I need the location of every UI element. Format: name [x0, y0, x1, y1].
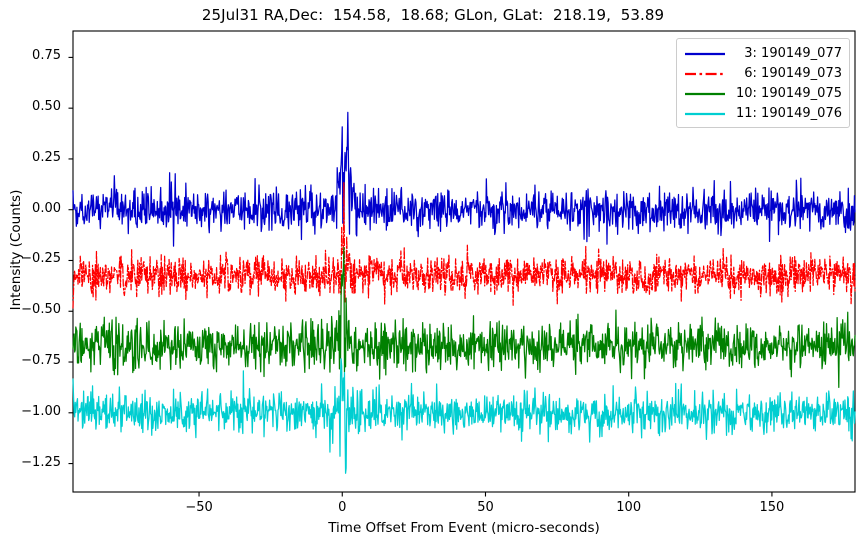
legend-line-icon [684, 106, 726, 120]
series-line [72, 358, 856, 474]
series-line [72, 247, 856, 388]
page-title: 25Jul31 RA,Dec: 154.58, 18.68; GLon, GLa… [201, 6, 665, 24]
legend-line-icon [684, 66, 726, 80]
y-tick-label: 0.00 [32, 200, 61, 216]
y-tick-label: 0.25 [32, 149, 61, 165]
x-axis-label: Time Offset From Event (micro-seconds) [328, 520, 600, 536]
legend-line-icon [684, 46, 726, 60]
y-tick-label: −0.75 [21, 353, 61, 369]
series-line [72, 181, 856, 309]
legend-label: 6: 190149_073 [744, 65, 842, 81]
x-tick-label: 100 [616, 500, 642, 515]
y-tick-label: 0.75 [32, 48, 61, 64]
legend-label: 11: 190149_076 [736, 105, 842, 121]
legend-item[interactable]: 6: 190149_073 [684, 63, 842, 83]
y-tick-label: −0.50 [21, 302, 61, 318]
legend-item[interactable]: 10: 190149_075 [684, 83, 842, 103]
x-tick-label: 50 [477, 500, 494, 515]
legend-line-icon [684, 86, 726, 100]
y-tick-label: −1.25 [21, 454, 61, 470]
plot-legend: 3: 190149_077 6: 190149_073 10: 190149_075… [676, 38, 850, 128]
legend-item[interactable]: 3: 190149_077 [684, 43, 842, 63]
legend-label: 3: 190149_077 [744, 45, 842, 61]
legend-item[interactable]: 11: 190149_076 [684, 103, 842, 123]
y-tick-label: 0.50 [32, 99, 61, 115]
legend-label: 10: 190149_075 [736, 85, 842, 101]
x-tick-label: −50 [185, 500, 213, 515]
series-line [72, 111, 856, 247]
y-tick-label: −0.25 [21, 251, 61, 267]
y-tick-label: −1.00 [21, 403, 61, 419]
x-tick-label: 0 [338, 500, 347, 515]
x-tick-label: 150 [759, 500, 785, 515]
